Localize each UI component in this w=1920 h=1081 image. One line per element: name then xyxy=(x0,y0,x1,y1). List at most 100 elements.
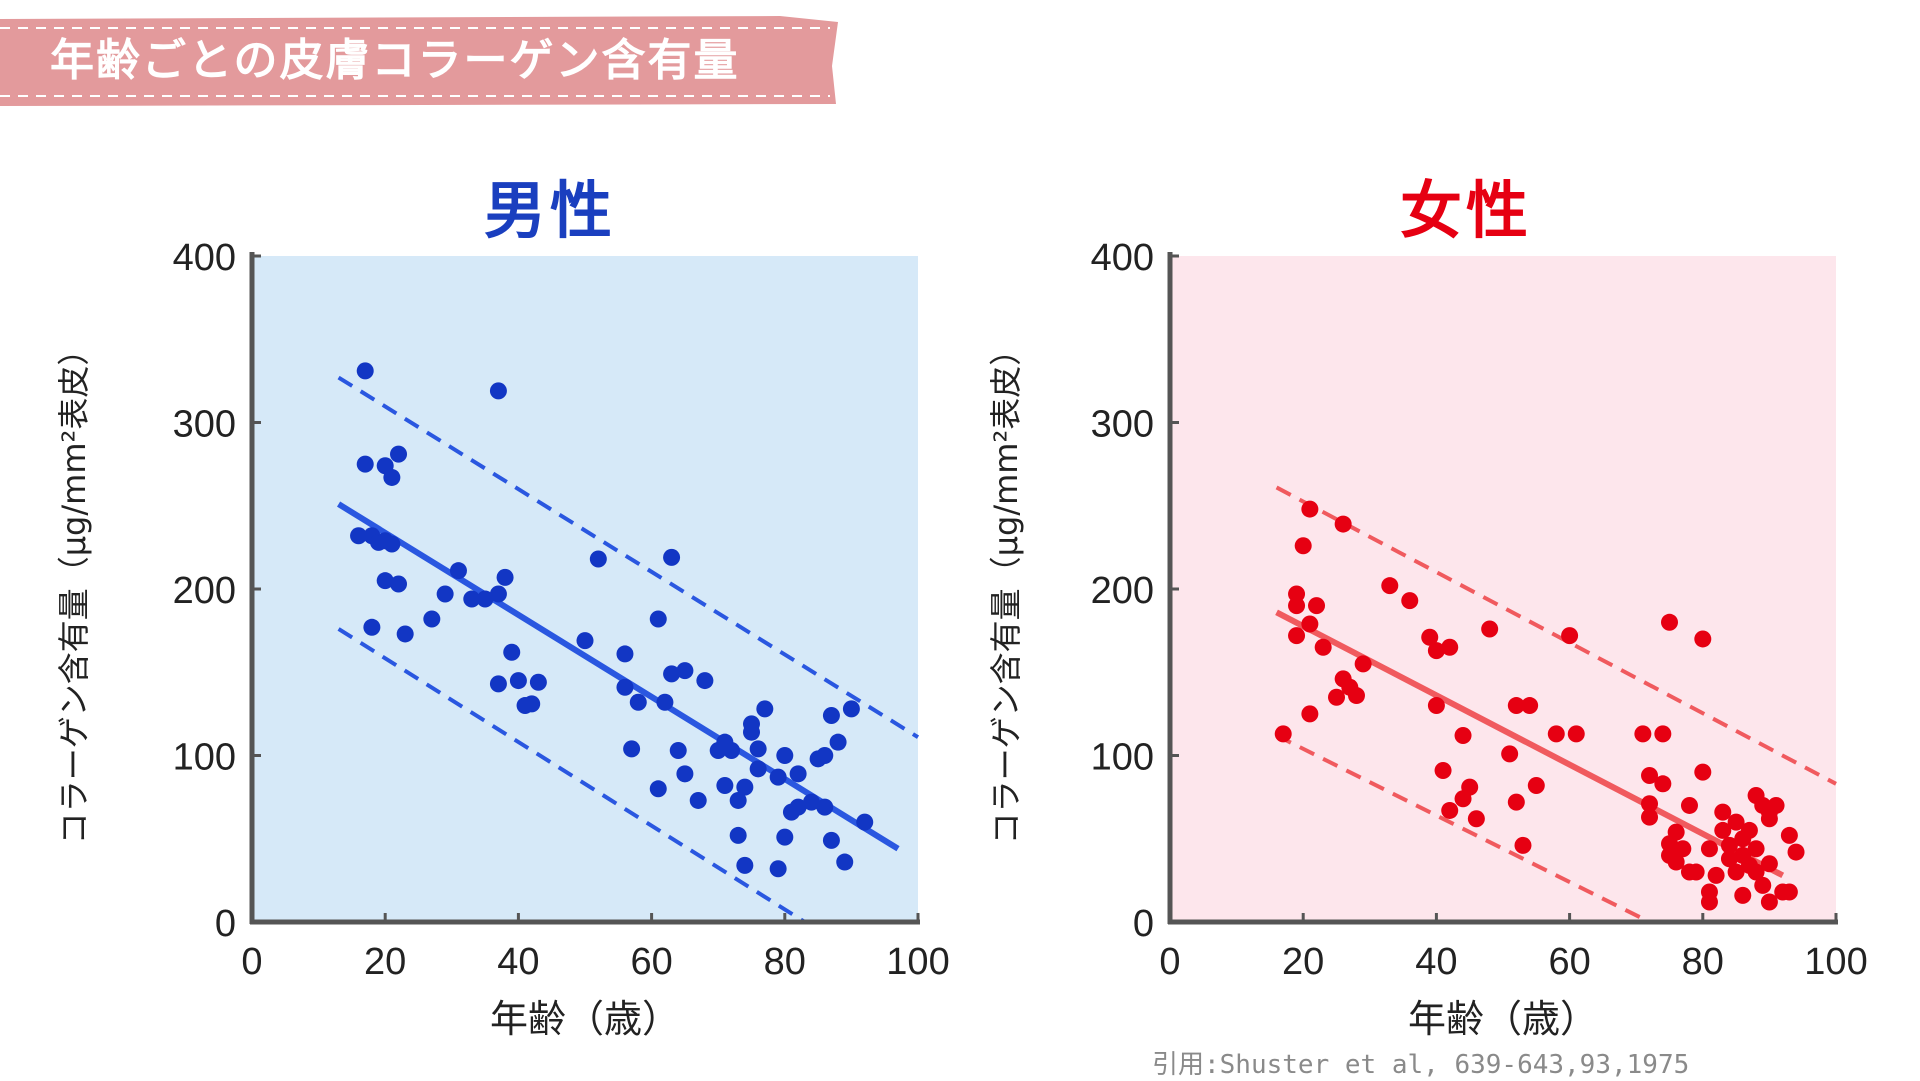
male-data-point xyxy=(356,362,374,380)
female-data-point xyxy=(1707,866,1725,884)
female-data-point xyxy=(1441,638,1459,656)
female-data-point xyxy=(1687,863,1705,881)
male-data-point xyxy=(829,733,847,751)
male-data-point xyxy=(509,672,527,690)
female-data-point xyxy=(1700,893,1718,911)
male-data-point xyxy=(729,826,747,844)
male-data-point xyxy=(396,625,414,643)
male-data-point xyxy=(476,590,494,608)
female-y-tick-label: 300 xyxy=(1091,404,1154,446)
male-regression-line xyxy=(337,501,900,852)
male-data-point xyxy=(689,791,707,809)
female-data-point xyxy=(1294,537,1312,555)
citation: 引用:Shuster et al, 639-643,93,1975 xyxy=(1152,1050,1690,1080)
male-x-tick-label: 20 xyxy=(364,941,406,983)
male-data-point xyxy=(376,572,394,590)
male-data-point xyxy=(656,693,674,711)
female-data-point xyxy=(1740,821,1758,839)
female-chart-title: 女性 xyxy=(1399,174,1532,247)
male-data-point xyxy=(816,747,834,764)
male-data-point xyxy=(489,382,507,400)
male-data-point xyxy=(496,568,514,586)
male-data-point xyxy=(736,856,754,874)
female-data-point xyxy=(1567,725,1585,743)
male-data-point xyxy=(716,776,734,794)
female-y-tick-label: 200 xyxy=(1091,570,1154,612)
female-data-point xyxy=(1354,655,1372,673)
female-data-point xyxy=(1334,515,1352,533)
male-data-point xyxy=(436,585,454,603)
male-data-point xyxy=(383,535,401,553)
male-data-point xyxy=(663,548,681,566)
female-x-axis-label: 年齢（歳） xyxy=(1408,997,1598,1041)
female-data-point xyxy=(1467,810,1485,828)
female-data-point xyxy=(1454,727,1472,745)
female-data-point xyxy=(1481,620,1499,638)
female-data-point xyxy=(1780,883,1798,901)
male-data-point xyxy=(822,831,840,849)
female-data-point xyxy=(1461,778,1479,796)
male-data-point xyxy=(723,742,741,760)
female-data-point xyxy=(1401,592,1419,610)
male-chart-title: 男性 xyxy=(483,174,616,247)
male-data-point xyxy=(802,793,820,811)
male-data-point xyxy=(523,695,541,713)
male-data-point xyxy=(463,590,481,608)
male-y-tick-label: 200 xyxy=(173,570,236,612)
male-data-point xyxy=(749,740,767,758)
female-data-point xyxy=(1747,786,1765,804)
female-data-point xyxy=(1308,597,1326,615)
female-data-point xyxy=(1421,628,1439,646)
male-plot-area xyxy=(252,256,918,922)
female-data-point xyxy=(1747,863,1765,881)
female-lower-band-line xyxy=(1275,733,1651,924)
male-data-point xyxy=(623,740,641,758)
male-data-point xyxy=(616,645,634,663)
female-data-point xyxy=(1760,810,1778,828)
female-y-axis-label: コラーゲン含有量（μg/mm²表皮） xyxy=(987,334,1025,845)
male-data-point xyxy=(356,455,374,473)
female-data-point xyxy=(1634,725,1652,743)
male-data-point xyxy=(390,575,408,593)
female-data-point xyxy=(1514,836,1532,854)
female-y-tick-label: 0 xyxy=(1133,903,1154,945)
male-data-point xyxy=(769,860,787,878)
banner-title: 年齢ごとの皮膚コラーゲン含有量 xyxy=(50,35,740,86)
male-data-point xyxy=(649,610,667,628)
female-data-point xyxy=(1507,793,1525,811)
female-data-point xyxy=(1754,876,1772,894)
female-data-point xyxy=(1301,615,1319,633)
female-data-point xyxy=(1674,840,1692,858)
female-data-point xyxy=(1288,585,1306,603)
female-chart: 0 100 200 300 400 0 20 40 60 80 100 年齢（歳） コラーゲン含有量（μ… xyxy=(987,237,1868,1041)
male-data-point xyxy=(749,760,767,778)
female-data-point xyxy=(1667,823,1685,841)
female-data-point xyxy=(1760,893,1778,911)
female-data-point xyxy=(1654,775,1672,793)
male-data-point xyxy=(676,662,694,680)
female-data-point xyxy=(1288,597,1306,615)
female-data-point xyxy=(1288,627,1306,645)
female-y-tick-label: 100 xyxy=(1091,737,1154,779)
male-y-tick-label: 100 xyxy=(173,737,236,779)
banner-shape xyxy=(0,16,838,106)
female-data-point xyxy=(1694,630,1712,648)
male-x-tick-label: 100 xyxy=(886,941,949,983)
female-data-point xyxy=(1441,801,1459,819)
female-data-point xyxy=(1301,500,1319,518)
male-data-point xyxy=(856,813,874,831)
female-data-point xyxy=(1760,855,1778,873)
female-data-point xyxy=(1787,843,1805,861)
male-chart: 0 100 200 300 400 0 20 40 60 80 100 年齢（歳） コラーゲン含有量（μ… xyxy=(55,237,950,1041)
male-y-axis-label: コラーゲン含有量（μg/mm²表皮） xyxy=(55,334,93,845)
male-data-point xyxy=(529,673,547,691)
female-data-point xyxy=(1694,763,1712,781)
female-x-tick-label: 100 xyxy=(1804,941,1867,983)
female-data-point xyxy=(1667,853,1685,871)
male-data-point xyxy=(836,853,854,871)
male-x-axis-label: 年齢（歳） xyxy=(490,997,680,1041)
female-data-point xyxy=(1714,821,1732,839)
female-data-point xyxy=(1527,776,1545,794)
female-data-point xyxy=(1381,577,1399,595)
